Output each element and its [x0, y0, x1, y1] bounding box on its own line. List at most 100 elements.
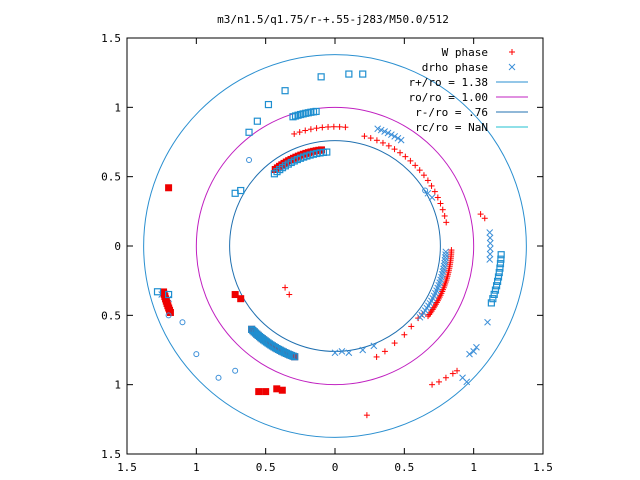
data-point: [388, 131, 395, 139]
data-point-b: [359, 346, 367, 354]
data-point: [437, 200, 444, 207]
data-point-b: [442, 251, 449, 259]
y-tick-label: 0.5: [101, 309, 121, 322]
data-point: [237, 186, 245, 195]
data-point: [496, 260, 505, 268]
data-point: [486, 245, 494, 253]
data-point-b: [384, 129, 392, 137]
data-point: [441, 259, 448, 267]
data-point: [487, 299, 495, 307]
y-tick-label: 1.5: [101, 32, 121, 45]
data-point: [491, 286, 500, 294]
data-point: [422, 187, 429, 194]
data-point: [374, 125, 382, 133]
data-point: [486, 234, 494, 242]
x-tick-label: 1.5: [533, 461, 553, 474]
data-points: [153, 70, 505, 419]
data-point-b: [441, 254, 449, 261]
data-point-b: [486, 250, 494, 258]
data-point: [494, 273, 503, 281]
data-point: [412, 162, 419, 169]
reference-circle-1: [195, 106, 475, 386]
data-point-b: [428, 194, 436, 201]
data-point: [428, 194, 436, 201]
legend-label: rc/ro = NaN: [415, 121, 488, 134]
data-point-b: [486, 239, 494, 247]
data-point: [237, 295, 245, 303]
data-point-b: [441, 259, 448, 267]
y-tick-label: 0: [114, 240, 121, 253]
data-point: [463, 378, 471, 386]
data-point-b: [486, 256, 494, 263]
data-point: [359, 346, 367, 354]
data-point: [442, 374, 449, 381]
data-point: [470, 348, 478, 355]
data-point: [246, 157, 253, 164]
data-point: [379, 139, 386, 146]
series-4: [165, 157, 429, 381]
data-point: [325, 123, 332, 130]
data-point-b: [381, 128, 388, 135]
legend-label: r-/ro = .76: [415, 106, 488, 119]
x-tick-label: 1: [470, 461, 477, 474]
data-point: [319, 124, 326, 131]
reference-circle-0: [143, 54, 527, 438]
legend: W phase drho phase r+/ro = 1.38 ro/ro = 1.0…: [409, 46, 528, 134]
data-point: [441, 257, 449, 264]
reference-circles: [143, 54, 527, 438]
data-point: [486, 239, 494, 247]
data-point: [497, 255, 505, 263]
data-point: [165, 312, 172, 319]
data-point: [443, 219, 450, 226]
data-point: [262, 388, 270, 396]
data-point: [193, 351, 200, 358]
x-tick-label: 0: [332, 461, 339, 474]
data-point: [336, 123, 343, 130]
data-point: [439, 206, 446, 213]
data-point-b: [442, 248, 450, 256]
data-point: [477, 211, 484, 218]
data-point: [291, 353, 299, 361]
data-point: [345, 70, 353, 78]
data-point: [397, 136, 405, 144]
y-tick-label: 1: [114, 101, 121, 114]
data-point: [302, 127, 309, 134]
legend-swatch: [509, 49, 515, 55]
data-point: [282, 284, 289, 291]
data-point: [215, 374, 222, 381]
x-tick-label: 0.5: [256, 461, 276, 474]
data-point: [289, 113, 297, 121]
data-point-b: [473, 343, 480, 351]
data-point: [286, 291, 293, 298]
data-point: [428, 182, 435, 189]
legend-label: drho phase: [422, 61, 488, 74]
data-point: [454, 367, 461, 374]
data-point: [391, 340, 398, 347]
data-point: [165, 290, 173, 299]
legend-label: ro/ro = 1.00: [409, 91, 488, 104]
data-point: [402, 153, 409, 160]
data-point: [296, 129, 303, 136]
data-point: [179, 319, 186, 326]
data-point: [434, 194, 441, 201]
y-tick-label: 1.5: [101, 448, 121, 461]
data-point: [495, 268, 503, 277]
data-point-b: [424, 189, 432, 197]
data-point-b: [486, 245, 494, 253]
data-point: [232, 367, 239, 374]
data-point: [245, 128, 253, 136]
data-point-b: [374, 125, 382, 133]
data-point: [291, 130, 298, 137]
data-point: [431, 188, 438, 195]
data-point: [345, 349, 353, 357]
data-point-b: [370, 342, 378, 350]
data-point: [442, 248, 450, 256]
data-point-b: [484, 318, 491, 326]
data-point: [165, 184, 173, 192]
data-point: [420, 172, 427, 179]
data-point: [391, 133, 399, 140]
data-point-b: [338, 348, 346, 355]
data-point: [408, 323, 415, 330]
data-point: [384, 129, 392, 137]
